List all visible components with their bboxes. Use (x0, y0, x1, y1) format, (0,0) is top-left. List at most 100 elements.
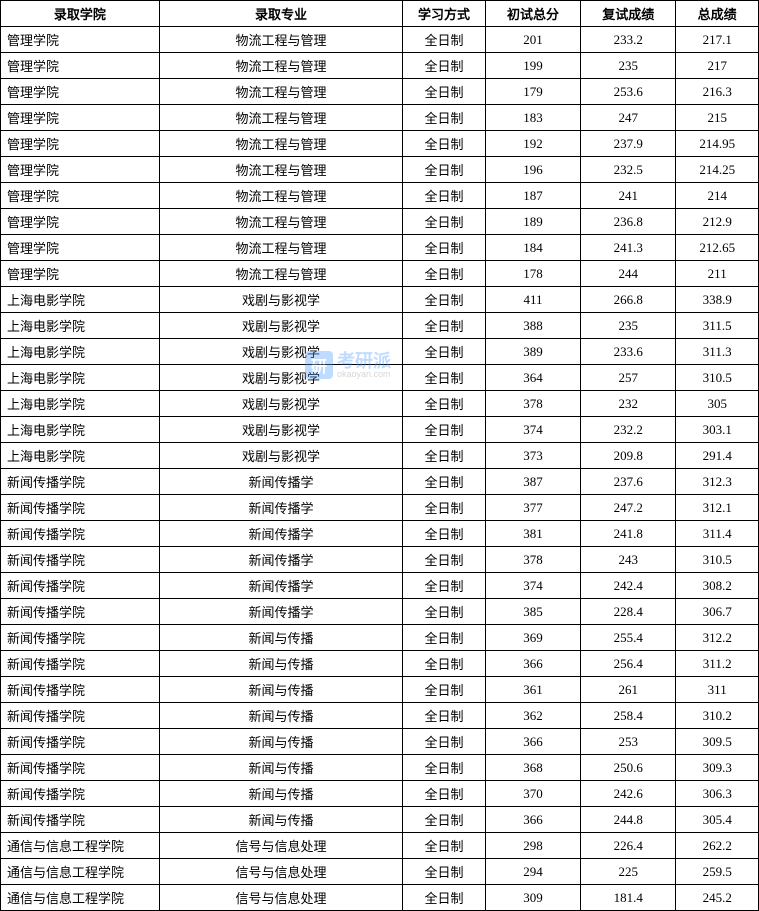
table-row: 管理学院物流工程与管理全日制187241214 (1, 183, 759, 209)
table-cell: 241 (581, 183, 676, 209)
table-cell: 通信与信息工程学院 (1, 859, 160, 885)
table-cell: 247 (581, 105, 676, 131)
table-cell: 212.65 (676, 235, 759, 261)
table-cell: 377 (485, 495, 580, 521)
table-cell: 物流工程与管理 (159, 53, 402, 79)
table-cell: 242.6 (581, 781, 676, 807)
table-cell: 411 (485, 287, 580, 313)
table-row: 新闻传播学院新闻与传播全日制366253309.5 (1, 729, 759, 755)
table-cell: 新闻传播学院 (1, 807, 160, 833)
table-row: 上海电影学院戏剧与影视学全日制389233.6311.3 (1, 339, 759, 365)
table-row: 管理学院物流工程与管理全日制201233.2217.1 (1, 27, 759, 53)
table-cell: 新闻与传播 (159, 677, 402, 703)
table-cell: 上海电影学院 (1, 365, 160, 391)
table-cell: 戏剧与影视学 (159, 443, 402, 469)
header-major: 录取专业 (159, 1, 402, 27)
table-cell: 232.2 (581, 417, 676, 443)
table-cell: 241.8 (581, 521, 676, 547)
table-cell: 新闻传播学院 (1, 677, 160, 703)
table-cell: 全日制 (403, 209, 486, 235)
table-row: 新闻传播学院新闻传播学全日制374242.4308.2 (1, 573, 759, 599)
table-cell: 新闻传播学院 (1, 573, 160, 599)
table-cell: 新闻传播学院 (1, 729, 160, 755)
table-cell: 291.4 (676, 443, 759, 469)
table-cell: 306.3 (676, 781, 759, 807)
table-cell: 387 (485, 469, 580, 495)
table-cell: 全日制 (403, 391, 486, 417)
table-row: 管理学院物流工程与管理全日制192237.9214.95 (1, 131, 759, 157)
table-cell: 366 (485, 807, 580, 833)
table-cell: 新闻传播学院 (1, 703, 160, 729)
table-cell: 戏剧与影视学 (159, 391, 402, 417)
table-row: 通信与信息工程学院信号与信息处理全日制294225259.5 (1, 859, 759, 885)
table-row: 新闻传播学院新闻与传播全日制368250.6309.3 (1, 755, 759, 781)
table-cell: 199 (485, 53, 580, 79)
table-cell: 全日制 (403, 157, 486, 183)
table-cell: 305.4 (676, 807, 759, 833)
table-cell: 新闻传播学院 (1, 495, 160, 521)
table-cell: 全日制 (403, 677, 486, 703)
table-cell: 全日制 (403, 807, 486, 833)
table-cell: 214.25 (676, 157, 759, 183)
table-row: 新闻传播学院新闻与传播全日制366256.4311.2 (1, 651, 759, 677)
table-cell: 全日制 (403, 313, 486, 339)
table-cell: 369 (485, 625, 580, 651)
table-row: 上海电影学院戏剧与影视学全日制388235311.5 (1, 313, 759, 339)
table-cell: 戏剧与影视学 (159, 417, 402, 443)
table-cell: 管理学院 (1, 183, 160, 209)
table-cell: 新闻传播学 (159, 495, 402, 521)
table-cell: 管理学院 (1, 27, 160, 53)
table-cell: 241.3 (581, 235, 676, 261)
table-cell: 全日制 (403, 339, 486, 365)
table-cell: 全日制 (403, 781, 486, 807)
table-cell: 258.4 (581, 703, 676, 729)
table-cell: 全日制 (403, 469, 486, 495)
table-cell: 新闻传播学院 (1, 651, 160, 677)
table-container: 研 考研派 okaoyan.com 录取学院 录取专业 学习方式 初试总分 复试… (0, 0, 759, 911)
table-cell: 236.8 (581, 209, 676, 235)
table-cell: 全日制 (403, 27, 486, 53)
header-college: 录取学院 (1, 1, 160, 27)
table-cell: 244.8 (581, 807, 676, 833)
table-cell: 259.5 (676, 859, 759, 885)
table-cell: 215 (676, 105, 759, 131)
table-cell: 378 (485, 391, 580, 417)
table-row: 新闻传播学院新闻与传播全日制361261311 (1, 677, 759, 703)
table-cell: 212.9 (676, 209, 759, 235)
table-cell: 新闻传播学 (159, 469, 402, 495)
table-row: 通信与信息工程学院信号与信息处理全日制309181.4245.2 (1, 885, 759, 911)
table-cell: 新闻传播学院 (1, 755, 160, 781)
table-cell: 217.1 (676, 27, 759, 53)
table-row: 管理学院物流工程与管理全日制183247215 (1, 105, 759, 131)
table-row: 上海电影学院戏剧与影视学全日制373209.8291.4 (1, 443, 759, 469)
admission-table: 录取学院 录取专业 学习方式 初试总分 复试成绩 总成绩 管理学院物流工程与管理… (0, 0, 759, 911)
table-cell: 物流工程与管理 (159, 27, 402, 53)
table-cell: 209.8 (581, 443, 676, 469)
table-cell: 243 (581, 547, 676, 573)
table-cell: 上海电影学院 (1, 287, 160, 313)
table-cell: 全日制 (403, 729, 486, 755)
table-cell: 310.5 (676, 365, 759, 391)
table-cell: 368 (485, 755, 580, 781)
table-cell: 物流工程与管理 (159, 105, 402, 131)
table-cell: 256.4 (581, 651, 676, 677)
table-cell: 298 (485, 833, 580, 859)
table-cell: 309 (485, 885, 580, 911)
table-row: 新闻传播学院新闻传播学全日制381241.8311.4 (1, 521, 759, 547)
table-cell: 312.3 (676, 469, 759, 495)
table-cell: 237.9 (581, 131, 676, 157)
table-cell: 全日制 (403, 859, 486, 885)
table-cell: 294 (485, 859, 580, 885)
table-cell: 338.9 (676, 287, 759, 313)
table-cell: 362 (485, 703, 580, 729)
table-cell: 全日制 (403, 703, 486, 729)
table-cell: 366 (485, 651, 580, 677)
table-cell: 戏剧与影视学 (159, 313, 402, 339)
table-cell: 管理学院 (1, 235, 160, 261)
table-cell: 309.3 (676, 755, 759, 781)
table-cell: 全日制 (403, 443, 486, 469)
table-row: 管理学院物流工程与管理全日制184241.3212.65 (1, 235, 759, 261)
table-cell: 366 (485, 729, 580, 755)
table-row: 上海电影学院戏剧与影视学全日制411266.8338.9 (1, 287, 759, 313)
table-cell: 247.2 (581, 495, 676, 521)
